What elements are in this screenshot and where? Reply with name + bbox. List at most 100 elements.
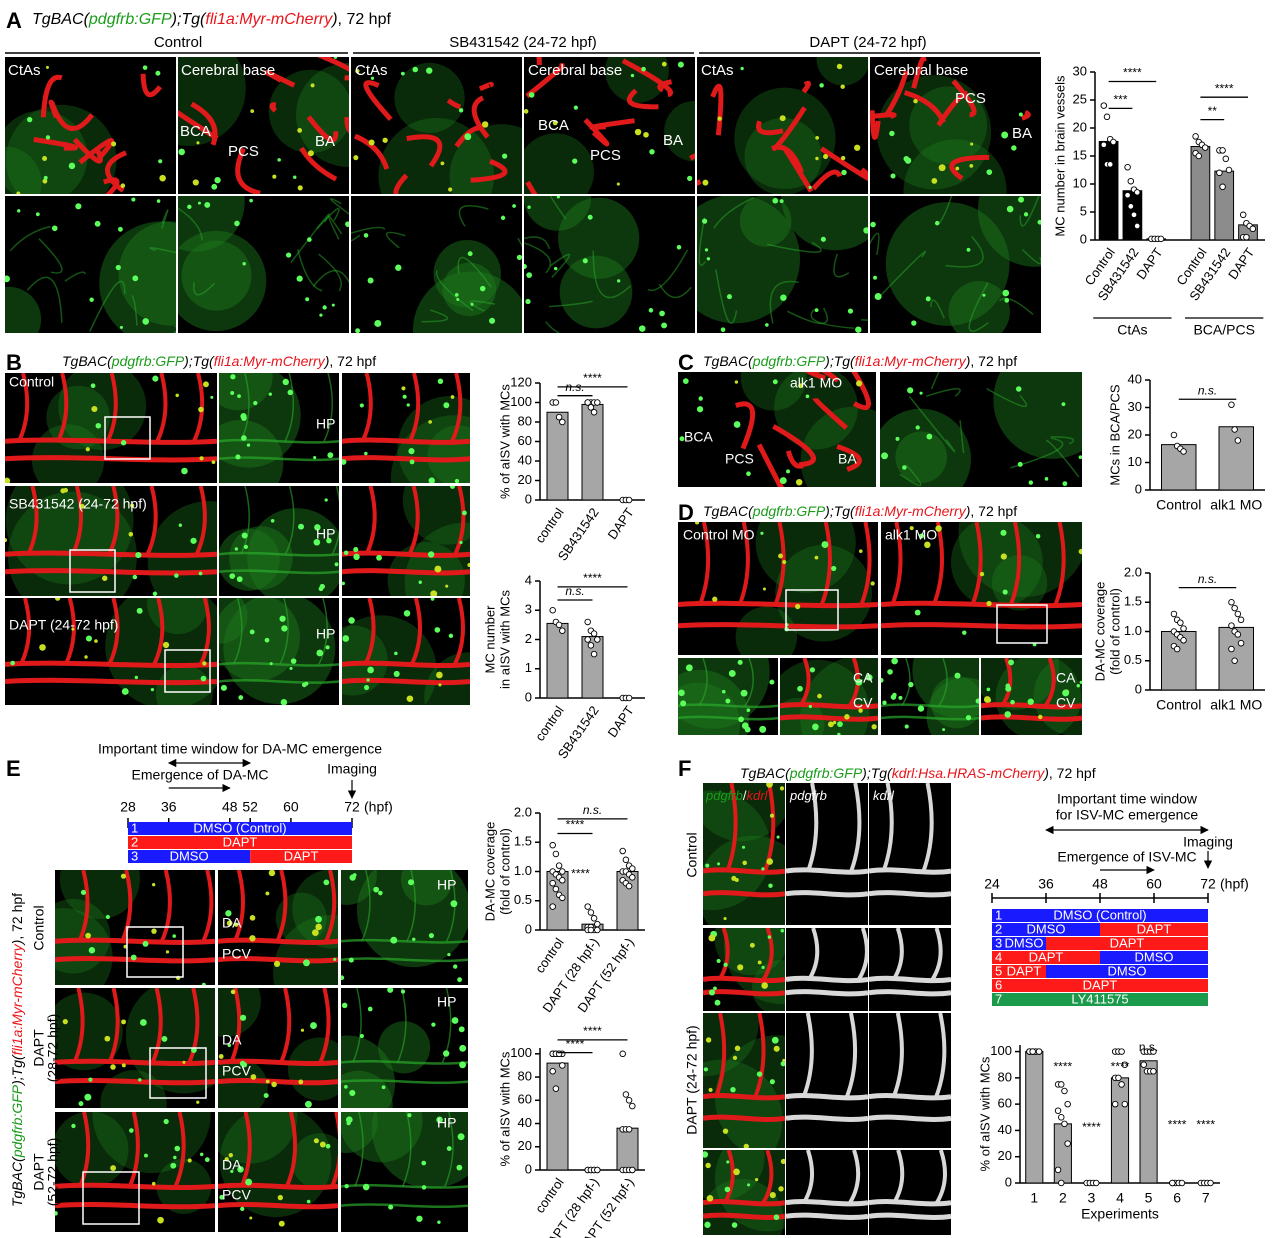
mural-cell <box>298 1079 304 1085</box>
data-point <box>1177 619 1184 626</box>
vessel <box>934 1013 947 1098</box>
micrograph-signal <box>218 870 338 985</box>
vessel <box>33 137 79 151</box>
data-point <box>1054 1107 1062 1114</box>
mural-cell <box>1078 548 1082 555</box>
vessel <box>845 1013 858 1098</box>
vessel <box>218 1201 338 1210</box>
vessel <box>290 213 330 263</box>
mural-cell <box>326 537 332 544</box>
vessel <box>354 1112 364 1187</box>
vessel <box>756 443 784 487</box>
mural-cell <box>881 452 889 460</box>
vessel <box>235 147 261 194</box>
mural-cell <box>187 1158 192 1163</box>
green-haze <box>118 221 176 326</box>
vessel <box>324 870 337 943</box>
mural-cell <box>459 1044 467 1052</box>
mural-cell <box>62 1019 68 1025</box>
green-haze <box>178 230 267 332</box>
mural-cell <box>131 197 136 202</box>
y-tick-label: 40 <box>518 1115 532 1130</box>
data-point <box>1239 211 1247 219</box>
data-point <box>587 909 595 916</box>
mural-cell <box>682 378 689 384</box>
treatment-label: DMSO <box>1027 921 1066 936</box>
title-run: ) <box>330 11 337 28</box>
mural-cell <box>821 541 829 549</box>
mural-cell <box>815 156 819 161</box>
green-haze <box>697 196 801 324</box>
mural-cell <box>1061 402 1066 407</box>
vessel <box>801 1013 814 1098</box>
row-label: DAPT <box>31 1153 47 1191</box>
y-tick-label: 60 <box>998 1096 1012 1111</box>
data-point <box>1228 622 1235 629</box>
vessel <box>396 988 407 1063</box>
micrograph <box>351 57 522 194</box>
mural-cell <box>708 989 716 996</box>
vessel <box>703 890 785 898</box>
green-haze <box>740 372 807 411</box>
title-run: / <box>743 788 747 803</box>
vessel <box>678 715 778 721</box>
vessel <box>786 1212 868 1220</box>
vessel <box>524 236 550 250</box>
image-label: CA <box>1056 670 1076 686</box>
vessel <box>548 300 593 308</box>
mural-cell <box>342 635 350 642</box>
vessel <box>421 309 448 323</box>
mural-cell <box>738 716 744 723</box>
image-label: CV <box>853 695 873 711</box>
mural-cell <box>721 689 726 694</box>
vessel <box>269 102 278 113</box>
micrograph-signal <box>341 988 468 1108</box>
vessel <box>869 1212 951 1220</box>
mural-cell <box>144 1153 148 1158</box>
mural-cell <box>749 942 755 948</box>
mural-cell <box>105 914 110 920</box>
mural-cell <box>279 615 286 622</box>
x-tick-label: 7 <box>1202 1190 1210 1206</box>
vessel <box>773 522 786 606</box>
mural-cell <box>866 674 873 681</box>
treatment-bar <box>992 937 1046 950</box>
timeline-unit: (hpf) <box>364 799 393 815</box>
data-point <box>1106 161 1114 168</box>
mural-cell <box>203 381 209 388</box>
green-haze <box>219 419 284 483</box>
data-point <box>1178 1179 1186 1187</box>
vessel <box>780 714 878 722</box>
green-haze <box>1033 658 1082 735</box>
x-tick-label: 4 <box>1116 1190 1124 1206</box>
vessel <box>219 438 339 444</box>
mural-cell <box>408 448 415 455</box>
micrograph-signal <box>697 57 868 194</box>
mural-cell <box>155 70 161 76</box>
green-haze <box>558 197 640 279</box>
data-point <box>1058 1081 1065 1088</box>
mural-cell <box>249 629 255 635</box>
mural-cell <box>263 1093 269 1099</box>
vessel <box>657 79 673 93</box>
y-axis-label: in aISV with MCs <box>497 590 512 689</box>
image-label: BA <box>315 133 335 150</box>
vessel <box>323 373 334 442</box>
micrograph-signal <box>218 988 338 1108</box>
mural-cell <box>841 169 847 176</box>
mural-cell <box>712 596 718 602</box>
mural-cell <box>809 667 816 673</box>
micrograph <box>219 373 339 483</box>
mural-cell <box>345 221 349 227</box>
title-run: pdgfrb <box>789 788 827 803</box>
mural-cell <box>111 141 117 147</box>
vessel <box>786 1114 868 1122</box>
mural-cell <box>890 173 896 179</box>
mural-cell <box>341 1002 348 1009</box>
green-haze <box>378 1021 431 1074</box>
mural-cell <box>870 221 876 228</box>
vessel <box>351 226 386 234</box>
mural-cell <box>714 999 721 1006</box>
mural-cell <box>42 156 48 162</box>
data-point <box>1234 631 1242 638</box>
